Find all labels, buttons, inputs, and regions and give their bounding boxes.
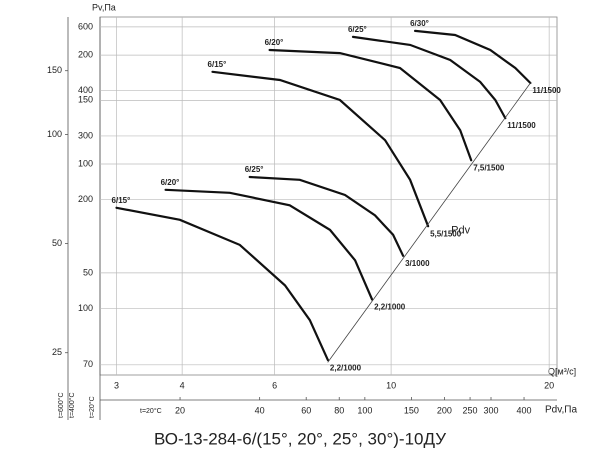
curve-end-label: 11/1500 [532,86,561,95]
y-tick-label: 300 [78,130,93,140]
curve [268,48,473,162]
y-axis-label: Pv,Па [92,2,116,12]
curve [351,35,507,120]
x2-tick-label: 200 [437,405,452,415]
x-tick-label: 6 [272,380,277,390]
curve-label: 6/15° [112,196,131,205]
curve [248,175,405,257]
y2-tick-label: 150 [78,95,93,105]
curve [211,70,430,228]
x-tick-label: 4 [180,380,185,390]
x2-tick-label: 150 [404,405,419,415]
curve-label: 6/15° [208,60,227,69]
curve-label: 6/20° [161,178,180,187]
curve-end-label: 7,5/1500 [473,163,505,172]
x2-tick-label: 400 [517,405,532,415]
curve-label: 6/25° [245,165,264,174]
curve [164,188,374,301]
y-tick-label: 200 [78,194,93,204]
pdv-line [327,82,531,363]
y3-tick-label: 50 [52,238,62,248]
x2-tick-label: 80 [334,405,344,415]
y2-tick-label: 200 [78,50,93,60]
y2-temperature: t=400°C [68,392,76,418]
curve [414,29,532,85]
curve-end-label: 5,5/1500 [430,229,462,238]
x2-tick-label: 250 [463,405,478,415]
y3-tick-label: 100 [47,129,62,139]
curve-label: 6/30° [410,19,429,28]
x2-tick-label: 300 [483,405,498,415]
y2-tick-label: 100 [78,158,93,168]
curve-label: 6/20° [265,38,284,47]
curve [115,206,329,362]
x-tick-label: 10 [386,380,396,390]
curve-end-label: 3/1000 [405,259,430,268]
x2-tick-label: 40 [255,405,265,415]
x2-axis-label: Pdv,Па [545,405,577,416]
x2-temperature: t=20°C [140,407,162,415]
y-tick-label: 400 [78,85,93,95]
y-temperature: t=20°C [88,396,96,418]
pdv-label: Pdv [451,224,470,236]
x-axis-label: Q[м³/с] [548,366,576,376]
x2-tick-label: 60 [301,405,311,415]
y-tick-label: 70 [83,359,93,369]
x2-tick-label: 100 [357,405,372,415]
chart-title: ВО-13-284-6/(15°, 20°, 25°, 30°)-10ДУ [154,429,446,448]
curve-end-label: 11/1500 [507,121,536,130]
y3-tick-label: 150 [47,65,62,75]
y-tick-label: 600 [78,21,93,31]
x-tick-label: 3 [114,380,119,390]
y3-tick-label: 25 [52,347,62,357]
y-tick-label: 100 [78,303,93,313]
y2-tick-label: 50 [83,267,93,277]
y3-temperature: t=600°C [57,392,65,418]
curve-end-label: 2,2/1000 [330,363,362,372]
curve-end-label: 2,2/1000 [374,303,406,312]
curve-label: 6/25° [348,25,367,34]
plot-frame [99,16,558,376]
x2-tick-label: 20 [175,405,185,415]
x-tick-label: 20 [544,380,554,390]
